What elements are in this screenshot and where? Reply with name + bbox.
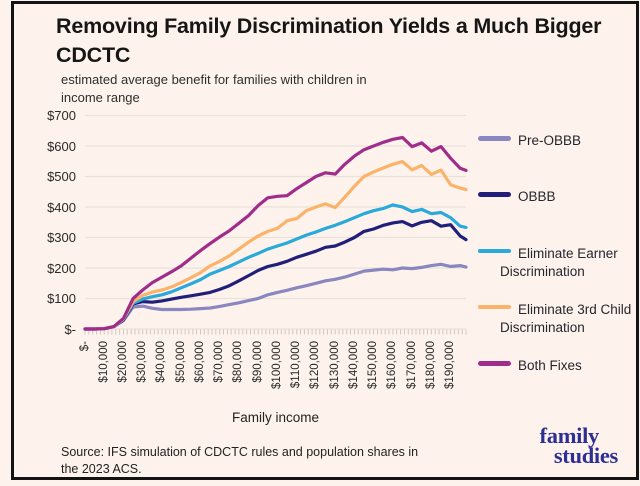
x-axis-tick: $140,000 — [347, 341, 360, 389]
x-axis-tick: $- — [78, 341, 91, 352]
x-axis-tick: $50,000 — [174, 341, 187, 383]
y-axis-tick: $400 — [47, 199, 76, 215]
y-axis-tick: $300 — [47, 230, 76, 245]
x-axis-tick: $170,000 — [405, 341, 418, 389]
chart-frame: Removing Family Discrimination Yields a … — [11, 1, 639, 480]
y-axis-tick: $100 — [47, 291, 76, 306]
y-axis-tick: $500 — [47, 169, 76, 184]
x-axis-tick: $30,000 — [136, 341, 149, 383]
x-axis-tick: $90,000 — [251, 341, 264, 383]
logo-line-1: family — [539, 423, 600, 448]
legend-label: Both Fixes — [518, 358, 582, 374]
y-axis-tick: $700 — [47, 108, 76, 123]
series-line-pre-obbb — [83, 262, 468, 331]
legend-label: OBBB — [518, 189, 556, 205]
chart-subtitle: estimated average benefit for families w… — [61, 72, 367, 105]
x-axis-tick: $100,000 — [270, 341, 283, 389]
legend-item-eliminate-3rd-child-discrimination: Eliminate 3rd Child Discrimination — [478, 301, 640, 337]
legend-color-swatch — [478, 361, 511, 366]
legend-label: Pre-OBBB — [518, 133, 582, 148]
x-axis-tick: $130,000 — [328, 341, 341, 389]
legend-item-pre-obbb: Pre-OBBB — [478, 132, 640, 150]
y-axis-tick: $200 — [47, 260, 76, 276]
x-axis-tick: $40,000 — [155, 341, 168, 383]
legend-color-swatch — [478, 136, 511, 141]
x-axis-tick: $70,000 — [213, 341, 226, 383]
series-line-both-fixes — [83, 135, 468, 331]
legend-item-eliminate-earner-discrimination: Eliminate Earner Discrimination — [478, 245, 640, 281]
legend-color-swatch — [478, 248, 511, 254]
y-axis-tick: $600 — [47, 138, 76, 154]
x-axis-tick: $120,000 — [309, 341, 322, 389]
x-axis-tick: $20,000 — [116, 341, 129, 383]
x-axis-tick: $160,000 — [386, 341, 399, 389]
x-axis-tick: $190,000 — [444, 341, 457, 389]
legend-item-both-fixes: Both Fixes — [478, 357, 640, 375]
series-line-obbb — [83, 219, 468, 331]
series-line-eliminate-3rd-child-discrimination — [83, 160, 468, 331]
chart-title: Removing Family Discrimination Yields a … — [56, 14, 602, 67]
legend-color-swatch — [478, 304, 511, 310]
x-axis-tick: $80,000 — [232, 341, 245, 383]
x-axis-tick: $10,000 — [97, 341, 110, 383]
legend-color-swatch — [478, 192, 511, 197]
source-note: Source: IFS simulation of CDCTC rules an… — [61, 445, 419, 476]
legend-label: Eliminate 3rd Child Discrimination — [500, 301, 632, 335]
family-studies-logo: family studies — [508, 423, 619, 468]
x-axis-tick: $110,000 — [290, 341, 303, 389]
legend-item-obbb: OBBB — [478, 188, 640, 206]
logo-line-2: studies — [553, 443, 618, 468]
series-line-eliminate-earner-discrimination — [83, 203, 468, 331]
x-axis-title: Family income — [231, 410, 320, 425]
x-axis-tick: $180,000 — [424, 341, 437, 389]
y-axis-tick: $- — [64, 321, 76, 337]
legend-label: Eliminate Earner Discrimination — [500, 245, 618, 279]
x-axis-tick: $60,000 — [193, 341, 206, 383]
x-axis-tick: $150,000 — [367, 341, 380, 389]
